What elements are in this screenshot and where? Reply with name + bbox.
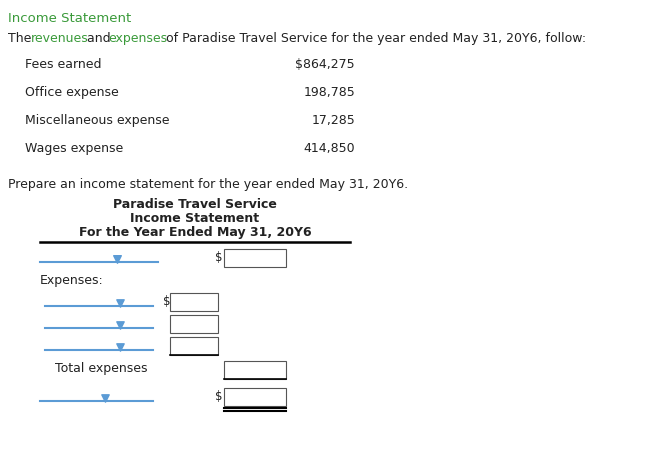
Bar: [224, 361, 286, 379]
Text: $: $: [215, 251, 223, 264]
Text: Expenses:: Expenses:: [40, 274, 103, 287]
Text: 414,850: 414,850: [303, 142, 355, 155]
Text: and: and: [83, 32, 115, 45]
Text: 198,785: 198,785: [303, 86, 355, 99]
Text: $: $: [163, 295, 171, 308]
Point: [112, 255, 123, 263]
Text: $864,275: $864,275: [295, 58, 355, 71]
Point: [115, 299, 125, 307]
Text: Fees earned: Fees earned: [25, 58, 101, 71]
Point: [100, 394, 110, 402]
Text: Miscellaneous expense: Miscellaneous expense: [25, 114, 169, 127]
Text: $: $: [215, 390, 223, 403]
Text: For the Year Ended May 31, 20Y6: For the Year Ended May 31, 20Y6: [78, 226, 311, 239]
Text: Total expenses: Total expenses: [55, 362, 148, 375]
Bar: [170, 293, 218, 311]
Point: [115, 343, 125, 350]
Text: expenses: expenses: [108, 32, 167, 45]
Text: Income Statement: Income Statement: [8, 12, 131, 25]
Text: Paradise Travel Service: Paradise Travel Service: [113, 198, 277, 211]
Bar: [224, 388, 286, 406]
Point: [115, 321, 125, 329]
Text: revenues: revenues: [31, 32, 89, 45]
Bar: [170, 337, 218, 355]
Bar: [224, 249, 286, 267]
Text: Income Statement: Income Statement: [130, 212, 260, 225]
Text: Prepare an income statement for the year ended May 31, 20Y6.: Prepare an income statement for the year…: [8, 178, 408, 191]
Text: Wages expense: Wages expense: [25, 142, 123, 155]
Text: The: The: [8, 32, 36, 45]
Bar: [170, 315, 218, 333]
Text: 17,285: 17,285: [311, 114, 355, 127]
Text: Office expense: Office expense: [25, 86, 119, 99]
Text: of Paradise Travel Service for the year ended May 31, 20Y6, follow:: of Paradise Travel Service for the year …: [162, 32, 586, 45]
